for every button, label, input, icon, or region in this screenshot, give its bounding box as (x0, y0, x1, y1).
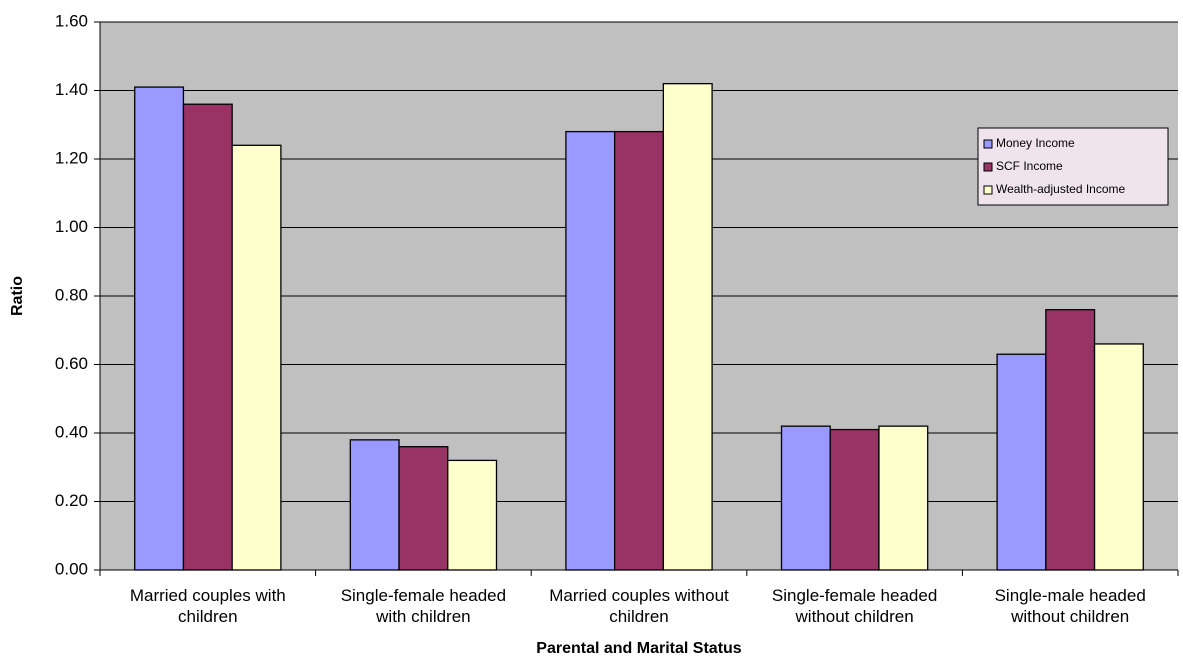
bar (996, 353, 1047, 571)
bar (780, 425, 831, 571)
x-axis-title: Parental and Marital Status (536, 640, 741, 657)
y-tick-label: 0.00 (55, 559, 88, 578)
bar (662, 83, 713, 571)
bar (1093, 343, 1144, 571)
bar (398, 446, 449, 571)
y-tick-label: 0.20 (55, 491, 88, 510)
legend: Money Income SCF Income Wealth-adjusted In… (977, 127, 1169, 206)
bar (613, 130, 665, 571)
y-tick-label: 0.40 (55, 422, 88, 441)
y-tick-label: 1.20 (55, 148, 88, 167)
bar (182, 103, 233, 571)
bar (878, 425, 929, 571)
y-tick-label: 1.40 (55, 80, 88, 99)
bar (565, 130, 616, 571)
legend-label: SCF Income (996, 159, 1063, 173)
x-tick-label: Single-male headed without children (994, 586, 1146, 626)
bar (349, 439, 400, 571)
y-axis-title: Ratio (9, 276, 26, 316)
y-tick-label: 0.80 (55, 285, 88, 304)
legend-box (977, 127, 1169, 206)
legend-swatch (983, 185, 993, 195)
bar (134, 86, 185, 571)
bar (447, 459, 498, 571)
legend-label: Money Income (996, 136, 1075, 150)
legend-swatch (983, 139, 993, 149)
bar (1045, 309, 1096, 571)
legend-label: Wealth-adjusted Income (996, 182, 1126, 196)
bar (829, 428, 880, 571)
x-tick-label: Single-female headed with children (340, 586, 507, 626)
y-tick-label: 1.60 (55, 11, 88, 30)
y-tick-label: 0.60 (55, 354, 88, 373)
x-tick-label: Married couples without children (549, 586, 729, 626)
x-tick-label: Married couples with children (129, 586, 286, 626)
y-tick-label: 1.00 (55, 217, 88, 236)
bar (231, 144, 282, 571)
x-tick-label: Single-female headed without children (771, 586, 938, 626)
legend-swatch (983, 162, 993, 172)
